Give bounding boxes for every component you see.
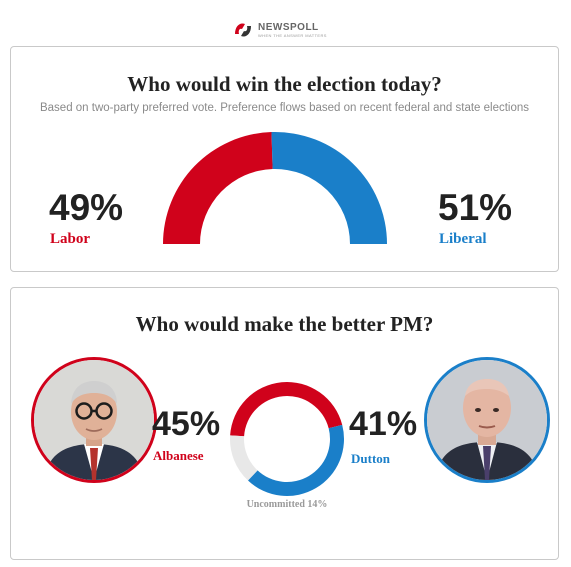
labor-label: Labor xyxy=(50,231,91,247)
chart-title: Who would make the better PM? xyxy=(135,312,434,336)
person-photo-icon xyxy=(34,360,154,480)
better-pm-donut xyxy=(230,382,344,496)
newspoll-logo: NEWSPOLL WHEN THE ANSWER MATTERS xyxy=(232,18,327,42)
brand-tagline: WHEN THE ANSWER MATTERS xyxy=(258,33,327,38)
dutton-photo xyxy=(424,357,550,483)
brand-name: NEWSPOLL xyxy=(258,22,319,33)
labor-percent: 49% xyxy=(49,187,124,228)
newspoll-logo-icon xyxy=(232,19,254,41)
albanese-percent: 45% xyxy=(152,405,221,443)
better-pm-panel: Who would make the better PM? 45% Albane… xyxy=(10,287,559,560)
liberal-percent: 51% xyxy=(438,187,513,228)
liberal-label: Liberal xyxy=(439,231,487,247)
uncommitted-label: Uncommitted 14% xyxy=(246,499,328,510)
chart-title: Who would win the election today? xyxy=(127,72,442,96)
chart-subtitle: Based on two-party preferred vote. Prefe… xyxy=(39,102,530,114)
albanese-label: Albanese xyxy=(153,448,204,463)
albanese-photo xyxy=(31,357,157,483)
election-panel: Who would win the election today? Based … xyxy=(10,46,559,272)
donut-segment-albanese xyxy=(230,382,343,437)
dutton-percent: 41% xyxy=(349,405,418,443)
two-party-gauge xyxy=(163,132,387,244)
dutton-label: Dutton xyxy=(351,451,391,466)
gauge-segment-liberal xyxy=(271,132,387,244)
gauge-segment-labor xyxy=(163,132,273,244)
donut-segment-uncommitted xyxy=(230,435,258,481)
donut-segment-dutton xyxy=(247,424,344,496)
person-photo-icon xyxy=(427,360,547,480)
